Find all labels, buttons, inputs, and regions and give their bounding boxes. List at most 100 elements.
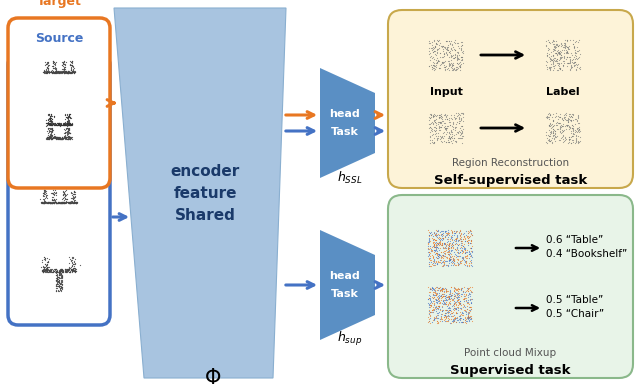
- Point: [61, 69, 72, 75]
- Point: [51, 268, 61, 274]
- Point: [67, 268, 77, 274]
- Point: [561, 48, 571, 55]
- Point: [455, 244, 465, 251]
- Point: [42, 265, 52, 272]
- Point: [429, 139, 439, 145]
- Point: [40, 256, 50, 262]
- Point: [438, 48, 448, 54]
- Point: [41, 199, 51, 205]
- Point: [557, 132, 568, 138]
- Point: [431, 243, 442, 249]
- Point: [562, 116, 572, 123]
- Point: [424, 115, 435, 121]
- Point: [556, 48, 566, 54]
- Point: [68, 200, 79, 206]
- Point: [436, 300, 447, 306]
- Point: [460, 308, 470, 314]
- Point: [548, 123, 558, 129]
- Point: [425, 309, 435, 315]
- Point: [38, 200, 49, 206]
- Point: [435, 122, 445, 128]
- Point: [445, 134, 456, 140]
- Point: [60, 130, 70, 136]
- Point: [450, 316, 460, 322]
- Point: [68, 265, 78, 272]
- Point: [42, 69, 52, 76]
- Point: [38, 254, 49, 260]
- Point: [47, 118, 57, 124]
- Point: [547, 57, 557, 63]
- Point: [436, 296, 446, 303]
- Point: [56, 281, 67, 288]
- Point: [425, 230, 435, 237]
- Point: [447, 258, 457, 264]
- Point: [48, 59, 58, 65]
- Point: [65, 58, 75, 64]
- Point: [563, 60, 573, 66]
- Point: [51, 189, 61, 195]
- Point: [51, 274, 61, 280]
- Point: [50, 133, 60, 139]
- Point: [454, 313, 465, 319]
- Point: [68, 196, 79, 203]
- Point: [428, 240, 438, 246]
- Point: [38, 267, 49, 274]
- Point: [431, 250, 442, 256]
- Point: [43, 269, 53, 275]
- Point: [52, 135, 62, 141]
- Point: [51, 136, 61, 142]
- Point: [43, 135, 53, 142]
- Point: [58, 69, 68, 75]
- Point: [553, 120, 563, 126]
- Point: [40, 267, 51, 273]
- Point: [442, 116, 452, 122]
- Point: [69, 258, 79, 264]
- Point: [448, 239, 458, 245]
- Point: [440, 301, 450, 307]
- Point: [440, 300, 450, 306]
- Point: [556, 41, 566, 47]
- Point: [36, 200, 46, 206]
- Point: [60, 199, 70, 205]
- Point: [559, 54, 569, 60]
- Point: [44, 111, 54, 118]
- Point: [40, 199, 50, 205]
- Point: [563, 50, 573, 56]
- Point: [466, 245, 476, 251]
- Point: [69, 260, 79, 267]
- Point: [58, 121, 68, 127]
- Point: [65, 62, 76, 68]
- Point: [458, 248, 468, 255]
- Point: [449, 314, 459, 320]
- Point: [446, 307, 456, 314]
- Point: [452, 130, 463, 136]
- Point: [442, 227, 452, 234]
- Point: [556, 67, 566, 73]
- Point: [457, 250, 467, 256]
- Point: [56, 69, 66, 75]
- Point: [45, 116, 56, 122]
- Point: [43, 263, 53, 270]
- Point: [456, 260, 467, 266]
- Point: [57, 199, 67, 205]
- Point: [441, 314, 451, 320]
- Point: [455, 59, 465, 65]
- Point: [39, 68, 49, 74]
- Point: [428, 243, 438, 249]
- Point: [452, 296, 462, 303]
- Point: [61, 133, 71, 140]
- Point: [461, 260, 472, 266]
- Point: [547, 63, 557, 69]
- Point: [441, 296, 451, 302]
- Point: [463, 284, 474, 291]
- Point: [450, 245, 460, 251]
- Point: [561, 121, 572, 128]
- Point: [428, 43, 438, 50]
- Point: [50, 70, 60, 76]
- Point: [52, 276, 63, 282]
- Point: [59, 200, 69, 206]
- Text: Point cloud Mixup: Point cloud Mixup: [465, 348, 557, 358]
- Point: [46, 115, 56, 121]
- Point: [466, 300, 476, 307]
- Text: Region Reconstruction: Region Reconstruction: [452, 158, 569, 168]
